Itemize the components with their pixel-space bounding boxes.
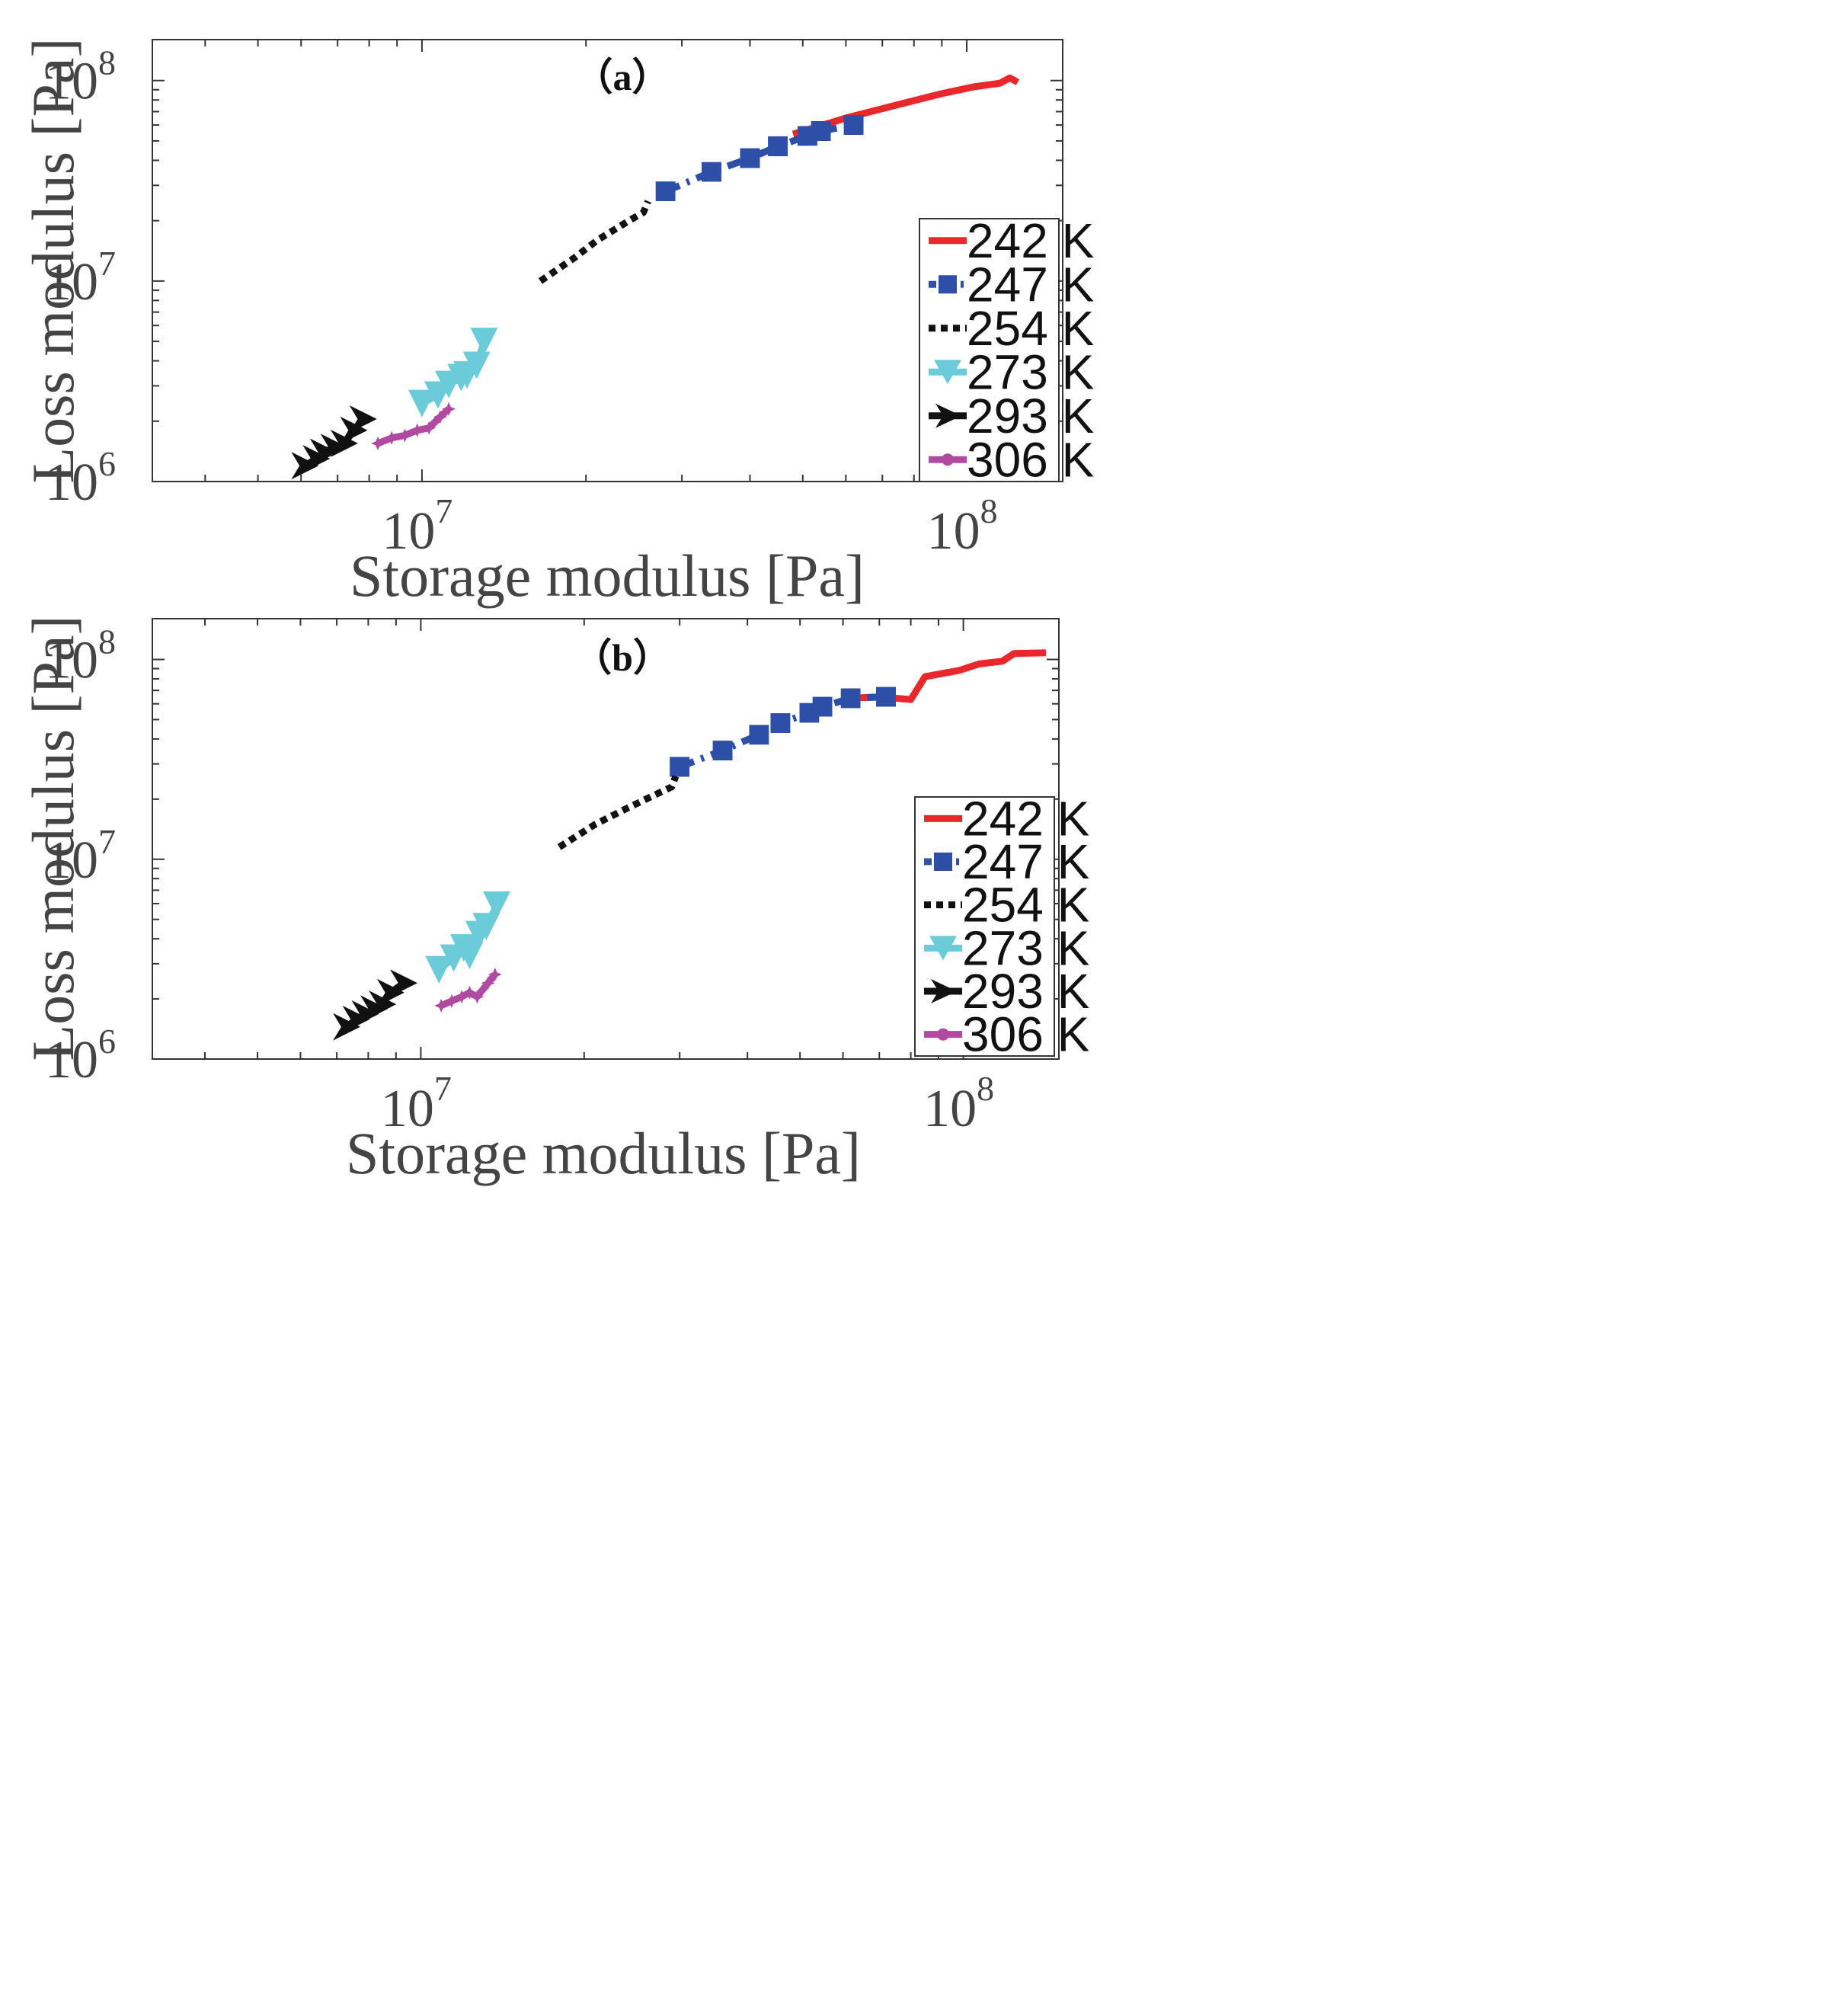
series-line-293-k — [291, 405, 377, 480]
legend-marker — [937, 1028, 949, 1041]
series-line-273-k — [425, 891, 510, 984]
x-tick-label: 108 — [923, 1069, 994, 1138]
x-axis-title-a: Storage modulus [Pa] — [350, 542, 865, 609]
series-line-242-k — [791, 74, 1020, 138]
legend-marker — [934, 853, 952, 871]
legend-label: 293 K — [962, 964, 1089, 1019]
y-axis-title-a: Loss modulus [Pa] — [20, 38, 86, 484]
panel-title-b: （b） — [574, 636, 671, 679]
legend-box — [919, 218, 1060, 482]
plot-area-b — [152, 618, 1060, 1060]
legend-label: 242 K — [962, 791, 1089, 846]
series-group-a — [291, 74, 1020, 480]
series-line-254-k — [557, 775, 680, 850]
series-line-306-k — [434, 968, 502, 1013]
legend-label: 254 K — [967, 301, 1094, 356]
panel-title-a: （a） — [575, 56, 670, 98]
legend-label: 293 K — [967, 389, 1094, 443]
y-axis-title-b: Loss modulus [Pa] — [20, 616, 86, 1061]
series-group-b — [333, 649, 1047, 1041]
series-line-247-k — [655, 115, 864, 202]
legend-box — [914, 796, 1055, 1057]
legend-label: 273 K — [967, 344, 1094, 399]
legend-label: 242 K — [967, 213, 1094, 268]
legend-label: 306 K — [967, 432, 1094, 487]
legend-label: 254 K — [962, 878, 1089, 933]
legend-label: 247 K — [962, 834, 1089, 889]
legend-label: 273 K — [962, 920, 1089, 975]
series-line-273-k — [408, 328, 498, 418]
plot-area-a — [152, 39, 1063, 482]
x-axis-title-b: Storage modulus [Pa] — [346, 1120, 861, 1186]
legend-marker — [931, 979, 957, 1003]
legend-marker — [929, 936, 957, 961]
x-tick-label: 108 — [927, 491, 998, 561]
x-tick-label: 107 — [382, 491, 453, 561]
series-line-293-k — [333, 969, 417, 1041]
legend-marker — [942, 453, 954, 466]
series-line-306-k — [371, 402, 456, 450]
legend-label: 247 K — [967, 257, 1094, 312]
legend-marker — [935, 403, 961, 428]
series-line-247-k — [670, 686, 896, 777]
legend-label: 306 K — [962, 1007, 1089, 1062]
legend-marker — [939, 275, 957, 294]
legend-marker — [934, 360, 961, 385]
series-line-242-k — [850, 649, 1047, 703]
series-line-254-k — [538, 200, 651, 284]
